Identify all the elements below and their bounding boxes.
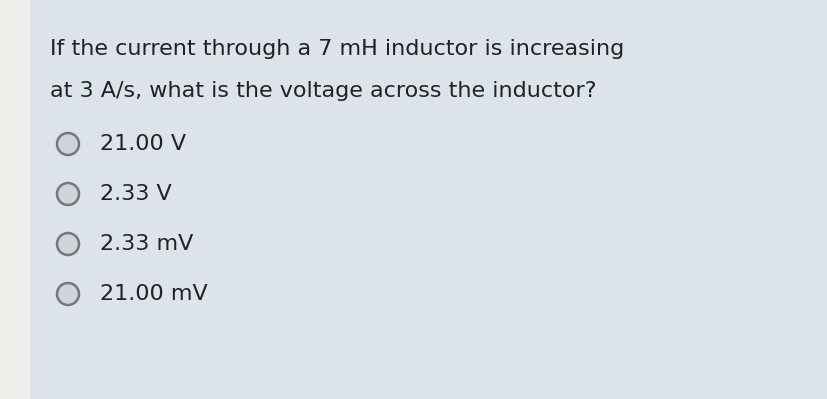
Text: at 3 A/s, what is the voltage across the inductor?: at 3 A/s, what is the voltage across the… xyxy=(50,81,595,101)
Text: 21.00 mV: 21.00 mV xyxy=(100,284,208,304)
Circle shape xyxy=(57,133,79,155)
Circle shape xyxy=(57,283,79,305)
Bar xyxy=(0,0,30,399)
Text: 21.00 V: 21.00 V xyxy=(100,134,186,154)
Circle shape xyxy=(57,233,79,255)
Circle shape xyxy=(57,183,79,205)
Text: If the current through a 7 mH inductor is increasing: If the current through a 7 mH inductor i… xyxy=(50,39,624,59)
Text: 2.33 V: 2.33 V xyxy=(100,184,171,204)
Text: 2.33 mV: 2.33 mV xyxy=(100,234,194,254)
